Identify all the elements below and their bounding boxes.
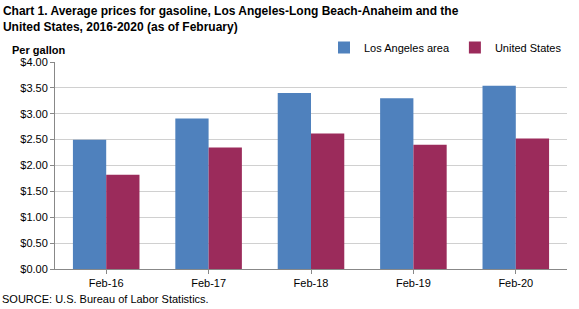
svg-text:$1.50: $1.50 (20, 185, 48, 197)
svg-text:Feb-17: Feb-17 (191, 277, 226, 289)
svg-text:Chart 1. Average prices for ga: Chart 1. Average prices for gasoline, Lo… (3, 4, 459, 34)
svg-text:$2.50: $2.50 (20, 133, 48, 145)
svg-text:$3.00: $3.00 (20, 108, 48, 120)
svg-text:Feb-19: Feb-19 (396, 277, 431, 289)
svg-text:Feb-16: Feb-16 (89, 277, 124, 289)
svg-text:Los Angeles area: Los Angeles area (364, 42, 450, 54)
svg-text:$3.50: $3.50 (20, 82, 48, 94)
svg-text:$2.00: $2.00 (20, 159, 48, 171)
svg-text:SOURCE: U.S. Bureau of Labor S: SOURCE: U.S. Bureau of Labor Statistics. (2, 293, 209, 305)
svg-text:United States: United States (495, 42, 562, 54)
svg-text:Feb-18: Feb-18 (294, 277, 329, 289)
svg-text:Feb-20: Feb-20 (498, 277, 533, 289)
svg-text:Per gallon: Per gallon (12, 44, 65, 56)
svg-text:$0.00: $0.00 (20, 263, 48, 275)
svg-text:$0.50: $0.50 (20, 237, 48, 249)
svg-text:$1.00: $1.00 (20, 211, 48, 223)
svg-text:$4.00: $4.00 (20, 56, 48, 68)
